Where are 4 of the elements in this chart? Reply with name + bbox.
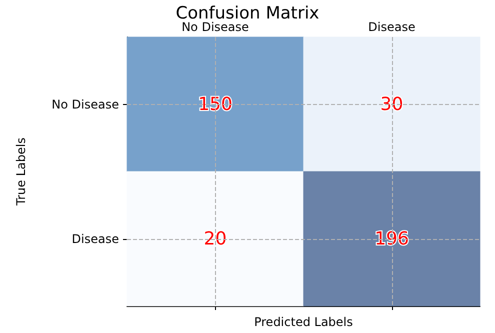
y-axis-title: True Labels	[14, 138, 28, 206]
x-axis-title: Predicted Labels	[254, 315, 353, 329]
data-label: 20	[204, 228, 227, 250]
data-label: 30	[380, 94, 404, 115]
